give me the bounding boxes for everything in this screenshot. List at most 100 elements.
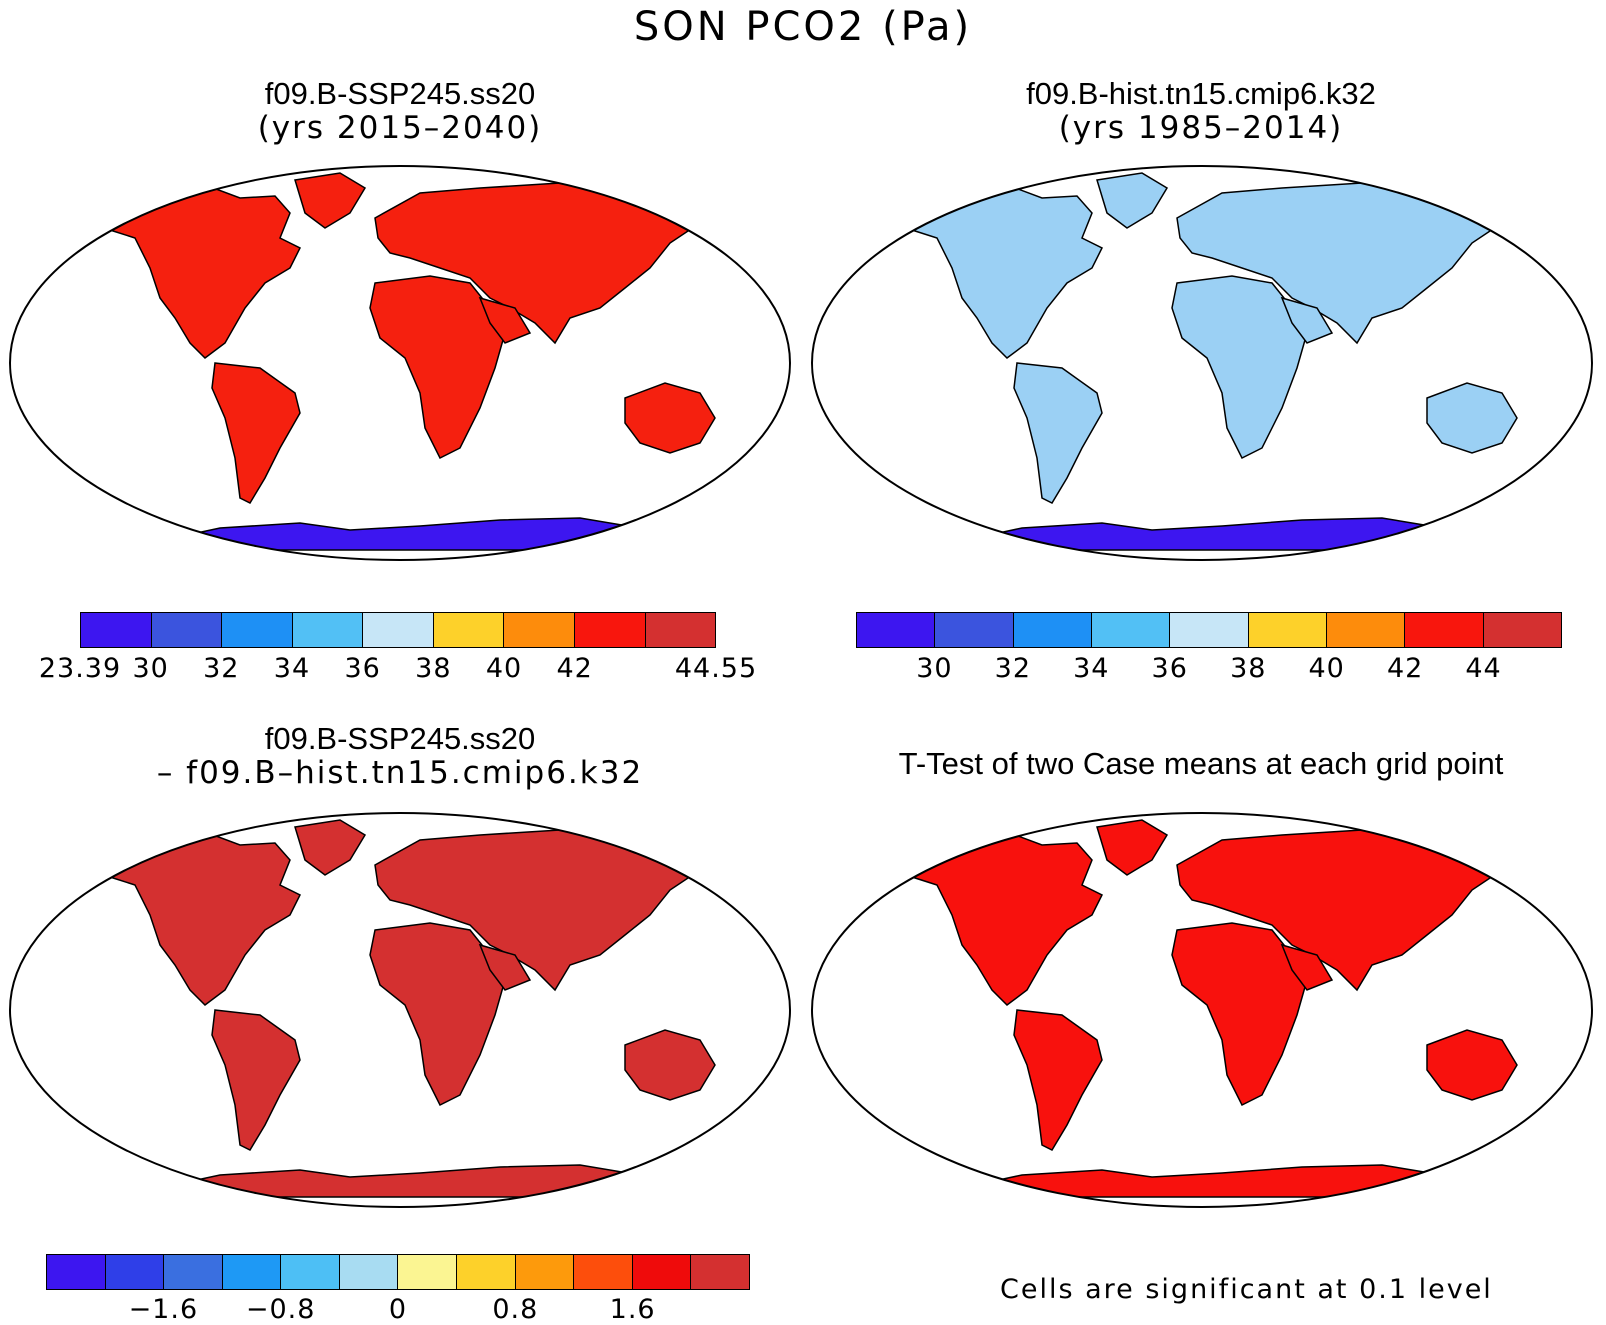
map-panel-4 <box>811 812 1593 1208</box>
land-africa <box>369 275 506 460</box>
colorbar-diff-swatch <box>632 1255 692 1289</box>
colorbar-case2-tick-label: 40 <box>1308 653 1345 684</box>
land-northAmerica <box>890 182 1104 359</box>
colorbar-case2-swatch <box>857 613 936 647</box>
ttest-significance-note: Cells are significant at 0.1 level <box>1000 1274 1493 1305</box>
panel3-title: f09.B-SSP245.ss20 – f09.B–hist.tn15.cmip… <box>10 723 790 789</box>
map-boundary <box>9 812 791 1208</box>
panel4-title: T-Test of two Case means at each grid po… <box>806 748 1596 779</box>
colorbar-diff-swatch <box>515 1255 575 1289</box>
colorbar-case1-swatch <box>433 613 505 647</box>
colorbar-case1-tick-label: 40 <box>485 653 523 684</box>
colorbar-case2-tick-label: 30 <box>916 653 953 684</box>
colorbar-case2-swatch <box>1405 613 1484 647</box>
colorbar-case2-tick-label: 44 <box>1465 653 1502 684</box>
colorbar-diff-tick-label: 0.8 <box>492 1294 539 1325</box>
colorbar-diff-swatch <box>105 1255 165 1289</box>
colorbar-diff-swatch <box>691 1255 749 1289</box>
land-africa <box>1171 922 1308 1107</box>
colorbar-case1-tick-label: 30 <box>132 653 169 684</box>
colorbar-case1-swatch <box>504 613 575 647</box>
land-greenland <box>1096 172 1169 229</box>
land-australia <box>624 1029 716 1101</box>
colorbar-case2-tick-label: 32 <box>994 653 1032 684</box>
colorbar-case2-swatch <box>1248 613 1327 647</box>
colorbar-case1-tick-label: 34 <box>273 653 311 684</box>
land-northAmerica <box>88 829 302 1006</box>
colorbar-difference-labels: −1.6 −0.8 0 0.8 1.6 <box>46 1294 750 1325</box>
colorbar-case1-swatch <box>81 613 152 647</box>
panel1-case-name: f09.B-SSP245.ss20 <box>264 76 536 111</box>
colorbar-case1-swatch <box>645 613 716 647</box>
land-africa <box>369 922 506 1107</box>
land-australia <box>624 382 716 454</box>
land-arabia <box>1280 296 1334 344</box>
colorbar-case2-tick-label: 34 <box>1073 653 1110 684</box>
land-antarctica <box>951 1164 1464 1198</box>
colorbar-diff-swatch <box>164 1255 223 1289</box>
colorbar-case1-labels: 23.39 30 32 34 36 38 40 42 44.55 <box>39 653 756 687</box>
colorbar-case1-tick-label: 44.55 <box>674 653 758 684</box>
colorbar-case1-swatch <box>574 613 646 647</box>
colorbar-diff-tick-label: −1.6 <box>128 1294 199 1325</box>
map-boundary <box>811 812 1593 1208</box>
land-southAmerica <box>1013 362 1103 504</box>
land-australia <box>1426 382 1518 454</box>
colorbar-case1-tick-label: 23.39 <box>38 653 122 684</box>
colorbar-case1-tick-label: 38 <box>415 653 452 684</box>
colorbar-case2 <box>856 612 1562 648</box>
map-boundary <box>9 165 791 561</box>
land-southAmerica <box>211 362 301 504</box>
land-northAmerica <box>890 829 1104 1006</box>
colorbar-diff-swatch <box>47 1255 106 1289</box>
land-greenland <box>294 819 367 876</box>
land-australia <box>1426 1029 1518 1101</box>
panel2-years: (yrs 1985–2014) <box>1058 110 1344 146</box>
figure-title: SON PCO2 (Pa) <box>633 4 973 50</box>
colorbar-case2-swatch <box>1013 613 1092 647</box>
panel1-years: (yrs 2015–2040) <box>257 110 543 146</box>
colorbar-case2-labels: 30 32 34 36 38 40 42 44 <box>856 653 1562 687</box>
panel2-title: f09.B-hist.tn15.cmip6.k32 (yrs 1985–2014… <box>806 78 1596 144</box>
land-southAmerica <box>211 1009 301 1151</box>
colorbar-case1-swatch <box>363 613 434 647</box>
panel3-minus-case: – f09.B–hist.tn15.cmip6.k32 <box>156 755 644 791</box>
colorbar-diff-tick-label: 0 <box>388 1294 408 1325</box>
land-greenland <box>294 172 367 229</box>
colorbar-case1 <box>80 612 716 648</box>
colorbar-diff-swatch <box>339 1255 399 1289</box>
colorbar-diff-swatch <box>457 1255 516 1289</box>
colorbar-case1-swatch <box>222 613 293 647</box>
colorbar-diff-swatch <box>222 1255 282 1289</box>
colorbar-case1-tick-label: 32 <box>203 653 240 684</box>
land-antarctica <box>149 1164 662 1198</box>
colorbar-case2-tick-label: 42 <box>1386 653 1424 684</box>
colorbar-case1-tick-label: 36 <box>344 653 381 684</box>
map-panel-1 <box>9 165 791 561</box>
land-northAmerica <box>88 182 302 359</box>
land-arabia <box>478 943 532 991</box>
colorbar-diff-swatch <box>574 1255 633 1289</box>
colorbar-case2-tick-label: 36 <box>1151 653 1188 684</box>
panel4-ttest-title: T-Test of two Case means at each grid po… <box>898 746 1504 781</box>
land-arabia <box>478 296 532 344</box>
map-panel-2 <box>811 165 1593 561</box>
colorbar-case2-swatch <box>1483 613 1561 647</box>
panel2-case-name: f09.B-hist.tn15.cmip6.k32 <box>1026 76 1376 111</box>
land-southAmerica <box>1013 1009 1103 1151</box>
colorbar-case1-tick-label: 42 <box>556 653 593 684</box>
land-africa <box>1171 275 1308 460</box>
colorbar-case1-swatch <box>292 613 364 647</box>
map-panel-3 <box>9 812 791 1208</box>
map-boundary <box>811 165 1593 561</box>
colorbar-diff-tick-label: 1.6 <box>609 1294 656 1325</box>
colorbar-case2-swatch <box>1326 613 1406 647</box>
panel3-case-name: f09.B-SSP245.ss20 <box>264 721 536 756</box>
colorbar-case2-swatch <box>935 613 1014 647</box>
colorbar-diff-swatch <box>281 1255 340 1289</box>
land-antarctica <box>149 517 662 551</box>
land-arabia <box>1280 943 1334 991</box>
colorbar-case2-swatch <box>1091 613 1171 647</box>
land-antarctica <box>951 517 1464 551</box>
panel1-title: f09.B-SSP245.ss20 (yrs 2015–2040) <box>10 78 790 144</box>
